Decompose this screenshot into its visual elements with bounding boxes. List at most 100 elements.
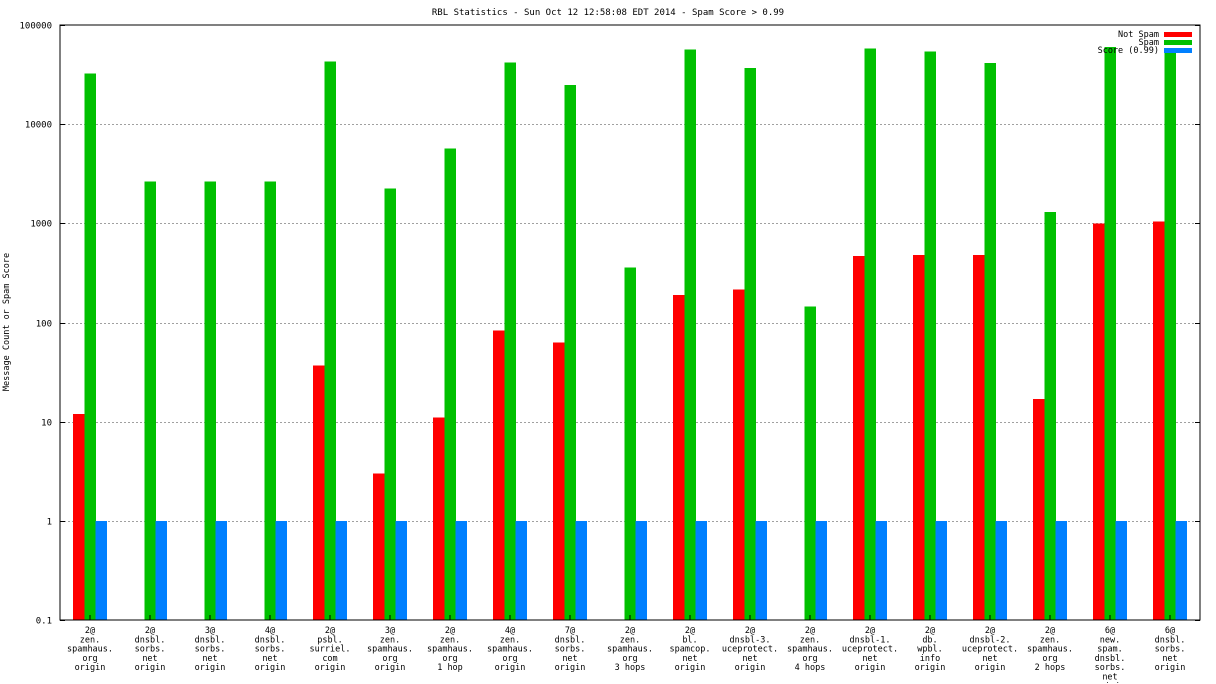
x-tick-label-line: org bbox=[502, 654, 517, 664]
bar-not-spam bbox=[852, 255, 865, 621]
x-tick-label-line: 2 hops bbox=[1035, 663, 1066, 673]
bar-spam bbox=[804, 306, 816, 620]
x-tick-label-line: origin bbox=[495, 663, 526, 673]
x-tick-label-line: origin bbox=[375, 663, 406, 673]
x-tick-label-line: sorbs. bbox=[195, 645, 226, 655]
x-tick-label-line: 4@ bbox=[265, 626, 275, 636]
x-tick-label: 4@ dnsbl. sorbs. net origin bbox=[255, 626, 286, 673]
x-tick-label-line: uceprotect. bbox=[962, 645, 1018, 655]
x-tick-label-line: net bbox=[262, 654, 277, 664]
bar-spam bbox=[924, 51, 936, 621]
bar-not-spam bbox=[972, 254, 985, 620]
x-tick-label-line: 2@ bbox=[145, 626, 155, 636]
x-tick-label-line: zen. bbox=[80, 635, 100, 645]
x-tick-label-line: 2@ bbox=[685, 626, 695, 636]
x-tick-label-line: bl. bbox=[682, 635, 697, 645]
bar-spam bbox=[204, 181, 216, 620]
x-tick-label-line: sorbs. bbox=[135, 645, 166, 655]
x-tick-label-line: net bbox=[982, 654, 997, 664]
bar-spam bbox=[264, 181, 276, 620]
bar-spam bbox=[744, 68, 756, 621]
x-tick-label-line: net bbox=[742, 654, 757, 664]
x-tick-label-line: origin bbox=[195, 663, 226, 673]
bar-score-0-99 bbox=[755, 520, 768, 620]
bar-score-0-99 bbox=[1175, 520, 1188, 620]
x-tick-label-line: 7@ bbox=[565, 626, 575, 636]
x-tick-label-line: dnsbl. bbox=[135, 635, 166, 645]
x-tick-label-line: spamhaus. bbox=[607, 645, 653, 655]
legend-swatch bbox=[1164, 32, 1192, 37]
x-tick-label-line: zen. bbox=[1040, 635, 1060, 645]
x-tick-label-line: origin bbox=[1155, 663, 1186, 673]
x-tick-label-line: org bbox=[622, 654, 637, 664]
x-tick-label: 4@ zen. spamhaus. org origin bbox=[487, 626, 533, 673]
x-tick-label-line: 1 hop bbox=[437, 663, 463, 673]
x-tick-label-line: origin bbox=[315, 663, 346, 673]
x-tick-label: 2@ zen. spamhaus. org 4 hops bbox=[787, 626, 833, 673]
bar-spam bbox=[324, 61, 336, 620]
x-tick-label: 6@ dnsbl. sorbs. net origin bbox=[1155, 626, 1186, 673]
x-tick-label-line: spamhaus. bbox=[1027, 645, 1073, 655]
x-tick-label-line: org bbox=[1042, 654, 1057, 664]
x-tick-label-line: spamhaus. bbox=[367, 645, 413, 655]
y-tick-label: 1000 bbox=[30, 220, 52, 230]
y-tick-label: 100000 bbox=[19, 22, 52, 32]
x-tick-label: 2@ zen. spamhaus. org 1 hop bbox=[427, 626, 473, 673]
legend-swatch bbox=[1164, 40, 1192, 45]
x-tick-label-line: net bbox=[202, 654, 217, 664]
x-tick-label-line: 2@ bbox=[625, 626, 635, 636]
bar-score-0-99 bbox=[875, 520, 888, 620]
bars bbox=[72, 47, 1188, 621]
x-tick-label-line: spamhaus. bbox=[487, 645, 533, 655]
bar-spam bbox=[684, 49, 696, 621]
x-tick-label-line: net bbox=[1162, 654, 1177, 664]
bar-spam bbox=[864, 48, 876, 620]
x-tick-label-line: zen. bbox=[500, 635, 520, 645]
x-tick-label-line: org bbox=[382, 654, 397, 664]
x-tick-label-line: dnsbl-3. bbox=[730, 635, 771, 645]
x-tick-label-line: spamhaus. bbox=[67, 645, 113, 655]
x-tick-label-line: surriel. bbox=[310, 645, 351, 655]
x-tick-label-line: dnsbl. bbox=[1155, 635, 1186, 645]
bar-spam bbox=[1104, 47, 1116, 620]
bar-score-0-99 bbox=[635, 520, 648, 620]
bar-spam bbox=[1044, 212, 1056, 621]
bar-spam bbox=[444, 148, 456, 621]
bar-score-0-99 bbox=[95, 520, 108, 620]
x-tick-label-line: wpbl. bbox=[917, 645, 943, 655]
x-tick-label-line: zen. bbox=[800, 635, 820, 645]
y-tick-label: 10000 bbox=[25, 121, 52, 131]
x-tick-label: 2@ dnsbl-3. uceprotect. net origin bbox=[722, 626, 778, 673]
x-tick-label-line: 4 hops bbox=[795, 663, 826, 673]
bar-not-spam bbox=[672, 294, 685, 620]
x-tick-label-line: sorbs. bbox=[1095, 663, 1126, 673]
x-tick-label-line: spamhaus. bbox=[787, 645, 833, 655]
bar-score-0-99 bbox=[995, 520, 1008, 620]
y-tick-label: 0.1 bbox=[36, 617, 52, 627]
y-tick-label: 100 bbox=[36, 320, 52, 330]
bar-not-spam bbox=[1032, 398, 1045, 620]
bar-score-0-99 bbox=[935, 520, 948, 620]
x-tick-label-line: 2@ bbox=[445, 626, 455, 636]
bar-score-0-99 bbox=[335, 520, 348, 620]
bar-spam bbox=[144, 181, 156, 620]
x-tick-label-line: net bbox=[562, 654, 577, 664]
bar-not-spam bbox=[432, 417, 445, 620]
x-tick-label: 7@ dnsbl. sorbs. net origin bbox=[555, 626, 586, 673]
x-tick-label-line: origin bbox=[975, 663, 1006, 673]
x-tick-label-line: sorbs. bbox=[555, 645, 586, 655]
bar-not-spam bbox=[372, 473, 385, 620]
bar-score-0-99 bbox=[515, 520, 528, 620]
bar-spam bbox=[564, 85, 576, 620]
x-tick-label-line: zen. bbox=[440, 635, 460, 645]
legend-swatch bbox=[1164, 48, 1192, 53]
x-tick-label-line: new. bbox=[1100, 635, 1120, 645]
x-tick-label-line: com bbox=[322, 654, 337, 664]
x-tick-label-line: origin bbox=[735, 663, 766, 673]
x-tick-label-line: org bbox=[802, 654, 817, 664]
x-tick-label: 3@ zen. spamhaus. org origin bbox=[367, 626, 413, 673]
x-tick-label-line: 6@ bbox=[1105, 626, 1115, 636]
